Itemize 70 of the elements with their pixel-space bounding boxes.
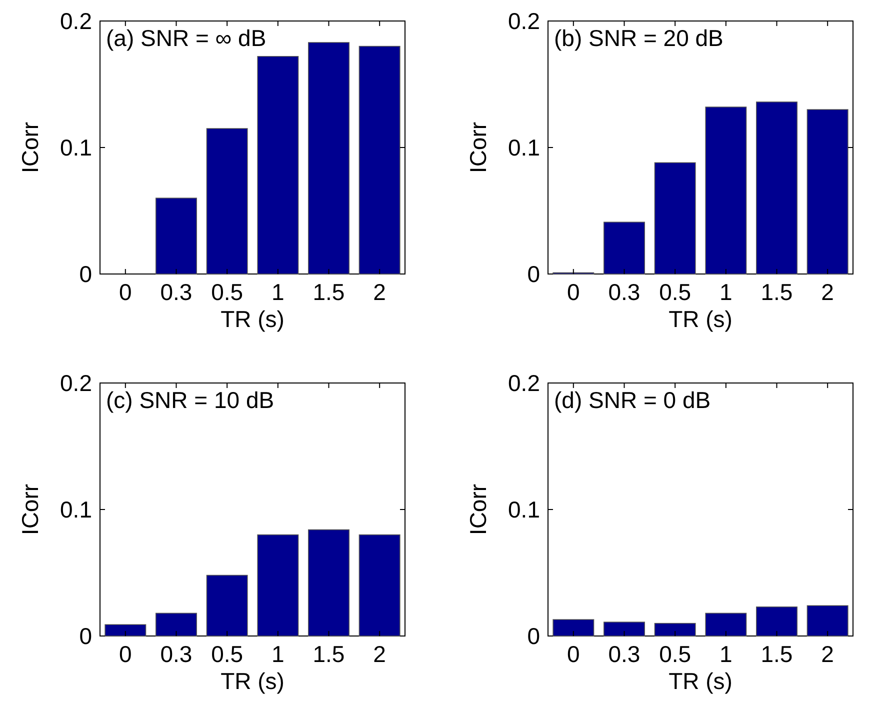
x-tick-label: 1 bbox=[272, 279, 284, 305]
bar bbox=[206, 574, 248, 636]
x-tick-label: 1 bbox=[720, 641, 732, 667]
bar bbox=[552, 619, 594, 636]
bar bbox=[104, 624, 146, 636]
x-tick-label: 0 bbox=[119, 641, 132, 667]
x-tick-label: 0.3 bbox=[160, 641, 192, 667]
x-tick-label: 0.5 bbox=[211, 279, 244, 305]
chart-title: (c) SNR = 10 dB bbox=[106, 387, 274, 413]
bar bbox=[705, 612, 747, 636]
x-tick-label: 1.5 bbox=[312, 641, 345, 667]
bar bbox=[257, 534, 299, 636]
y-tick-label: 0 bbox=[527, 261, 540, 287]
x-tick-label: 0 bbox=[567, 641, 580, 667]
y-tick-label: 0.2 bbox=[508, 8, 540, 34]
bar bbox=[705, 106, 747, 274]
x-axis-title: TR (s) bbox=[668, 668, 732, 694]
bar bbox=[654, 622, 696, 636]
y-tick-label: 0.1 bbox=[508, 134, 540, 160]
y-tick-label: 0.1 bbox=[60, 134, 92, 160]
bar bbox=[806, 109, 848, 274]
y-axis-title: ICorr bbox=[17, 484, 43, 536]
bar bbox=[156, 612, 197, 636]
bar bbox=[358, 46, 400, 274]
bar bbox=[257, 56, 299, 274]
x-tick-label: 2 bbox=[373, 279, 386, 305]
x-tick-label: 0.3 bbox=[608, 279, 640, 305]
y-axis-title: ICorr bbox=[465, 122, 491, 174]
bar bbox=[308, 42, 350, 274]
y-tick-label: 0 bbox=[79, 261, 92, 287]
y-axis-title: ICorr bbox=[17, 122, 43, 174]
x-tick-label: 0.5 bbox=[211, 641, 244, 667]
bar bbox=[308, 529, 350, 636]
y-axis-title: ICorr bbox=[465, 484, 491, 536]
y-tick-label: 0 bbox=[79, 623, 92, 649]
bar bbox=[206, 128, 248, 274]
y-tick-label: 0.2 bbox=[60, 370, 92, 396]
x-tick-label: 2 bbox=[373, 641, 386, 667]
bar bbox=[756, 102, 798, 274]
bar bbox=[806, 605, 848, 636]
x-axis-title: TR (s) bbox=[220, 668, 284, 694]
x-tick-label: 1 bbox=[272, 641, 284, 667]
x-tick-label: 0 bbox=[119, 279, 132, 305]
x-tick-label: 0.5 bbox=[659, 641, 692, 667]
y-tick-label: 0.1 bbox=[508, 496, 540, 522]
x-tick-label: 0 bbox=[567, 279, 580, 305]
x-tick-label: 1 bbox=[720, 279, 732, 305]
x-tick-label: 0.3 bbox=[160, 279, 192, 305]
x-tick-label: 2 bbox=[821, 279, 834, 305]
bar bbox=[756, 606, 798, 636]
x-tick-label: 1.5 bbox=[312, 279, 345, 305]
bar bbox=[358, 534, 400, 636]
chart-title: (d) SNR = 0 dB bbox=[554, 387, 711, 413]
y-tick-label: 0.1 bbox=[60, 496, 92, 522]
x-tick-label: 0.5 bbox=[659, 279, 692, 305]
bar bbox=[156, 198, 197, 274]
x-tick-label: 1.5 bbox=[760, 641, 793, 667]
x-tick-label: 2 bbox=[821, 641, 834, 667]
x-tick-label: 0.3 bbox=[608, 641, 640, 667]
chart-title: (a) SNR = ∞ dB bbox=[106, 25, 266, 51]
y-tick-label: 0.2 bbox=[508, 370, 540, 396]
y-tick-label: 0.2 bbox=[60, 8, 92, 34]
y-tick-label: 0 bbox=[527, 623, 540, 649]
bar bbox=[654, 162, 696, 274]
chart-title: (b) SNR = 20 dB bbox=[554, 25, 724, 51]
bar bbox=[604, 622, 645, 636]
x-axis-title: TR (s) bbox=[220, 306, 284, 332]
bar bbox=[604, 222, 645, 274]
x-tick-label: 1.5 bbox=[760, 279, 793, 305]
x-axis-title: TR (s) bbox=[668, 306, 732, 332]
